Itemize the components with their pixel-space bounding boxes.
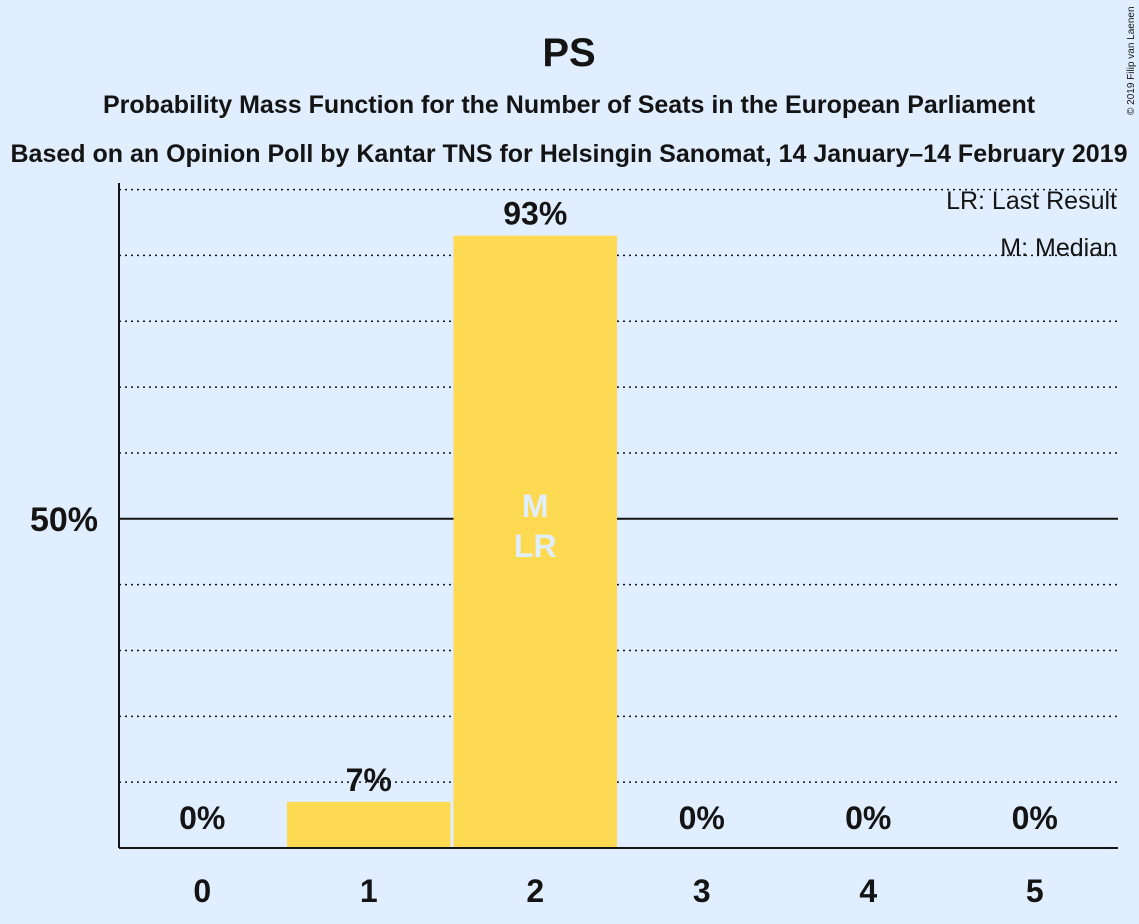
copyright-note: © 2019 Filip van Laenen [1126, 6, 1137, 115]
x-tick-label-3: 3 [693, 873, 711, 909]
bar-value-labels: 0% 0 7% 1 93% 2 M LR 0% 3 0% 4 0% 5 [179, 196, 1058, 909]
median-marker: M [522, 488, 549, 524]
gridlines [119, 188, 1118, 783]
chart-title: PS [542, 31, 595, 75]
bar-2 [453, 235, 617, 848]
x-tick-label-4: 4 [859, 873, 877, 909]
y-tick-label-50: 50% [30, 501, 98, 539]
axes: 50% [30, 183, 1118, 849]
legend-median: M: Median [1000, 234, 1117, 262]
bar-value-label-3: 0% [679, 800, 725, 836]
bar-value-label-4: 0% [845, 800, 891, 836]
chart-subtitle: Probability Mass Function for the Number… [103, 91, 1036, 119]
x-tick-label-5: 5 [1026, 873, 1044, 909]
bar-value-label-5: 0% [1012, 800, 1058, 836]
bar-1 [287, 801, 451, 848]
bar-value-label-1: 7% [346, 762, 392, 798]
x-tick-label-1: 1 [360, 873, 378, 909]
x-tick-label-0: 0 [193, 873, 211, 909]
chart-subtitle-source: Based on an Opinion Poll by Kantar TNS f… [11, 140, 1128, 168]
x-tick-label-2: 2 [526, 873, 544, 909]
bar-value-label-2: 93% [503, 196, 567, 232]
bar-value-label-0: 0% [179, 800, 225, 836]
bars [287, 235, 617, 848]
last-result-marker: LR [514, 528, 557, 564]
legend-last-result: LR: Last Result [946, 187, 1117, 215]
